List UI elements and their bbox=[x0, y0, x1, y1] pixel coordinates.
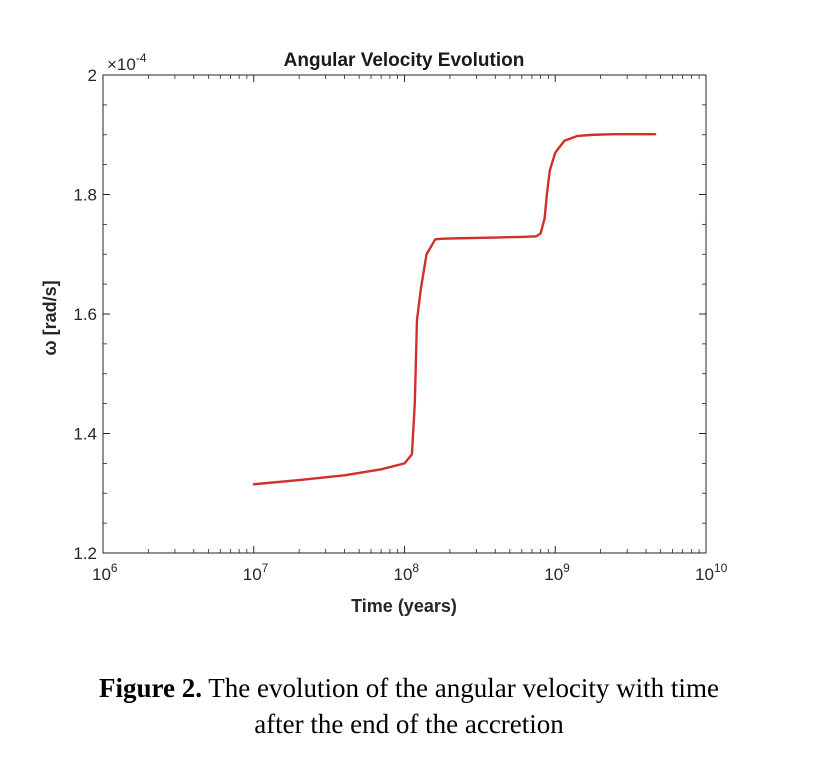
x-tick-base: 10 bbox=[243, 565, 262, 584]
y-tick-label: 2 bbox=[88, 66, 97, 85]
x-tick-exponent: 10 bbox=[714, 561, 728, 575]
y-tick-label: 1.8 bbox=[73, 186, 97, 205]
y-multiplier-base: ×10 bbox=[107, 55, 136, 74]
x-tick-base: 10 bbox=[695, 565, 714, 584]
y-multiplier-exponent: -4 bbox=[136, 51, 147, 65]
x-tick-labels: 106 107 108 109 1010 bbox=[92, 561, 728, 584]
caption-line-2: after the end of the accretion bbox=[254, 709, 564, 739]
caption-line-1: Figure 2. The evolution of the angular v… bbox=[0, 670, 818, 706]
y-tick-label: 1.6 bbox=[73, 305, 97, 324]
plot-area-frame bbox=[102, 74, 707, 554]
x-tick-base: 10 bbox=[92, 565, 111, 584]
x-tick-exponent: 9 bbox=[563, 561, 570, 575]
x-tick-exponent: 8 bbox=[412, 561, 419, 575]
series-line-omega bbox=[252, 132, 657, 486]
x-tick-base: 10 bbox=[544, 565, 563, 584]
caption-figure-label: Figure 2. bbox=[99, 673, 203, 703]
x-axis-label: Time (years) bbox=[351, 596, 457, 616]
chart-title: Angular Velocity Evolution bbox=[284, 50, 525, 71]
x-tick-label: 1010 bbox=[695, 561, 728, 584]
x-tick-label: 106 bbox=[92, 561, 118, 584]
x-tick-label: 109 bbox=[544, 561, 570, 584]
x-tick-base: 10 bbox=[394, 565, 413, 584]
caption-text-1: The evolution of the angular velocity wi… bbox=[202, 673, 719, 703]
chart: 106 107 108 109 1010 1.21.41.61.82 ×10-4 Ang… bbox=[40, 50, 728, 616]
y-tick-labels: 1.2 1.4 1.6 1.8 2 bbox=[73, 66, 97, 563]
x-tick-label: 107 bbox=[243, 561, 269, 584]
figure-caption: Figure 2. The evolution of the angular v… bbox=[0, 670, 818, 742]
y-tick-label: 1.4 bbox=[73, 425, 97, 444]
x-tick-exponent: 6 bbox=[111, 561, 118, 575]
y-multiplier: ×10-4 bbox=[107, 51, 147, 74]
x-tick-label: 108 bbox=[394, 561, 420, 584]
x-tick-exponent: 7 bbox=[262, 561, 269, 575]
y-tick-label: 1.2 bbox=[73, 544, 97, 563]
major-ticks bbox=[102, 74, 707, 554]
minor-ticks bbox=[103, 75, 706, 553]
y-axis-label: ω [rad/s] bbox=[40, 280, 60, 355]
